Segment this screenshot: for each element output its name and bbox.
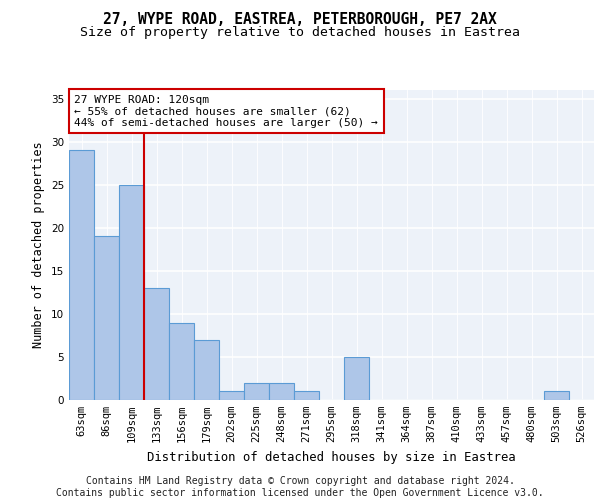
- Bar: [194, 340, 219, 400]
- Bar: [544, 392, 569, 400]
- Bar: [144, 288, 169, 400]
- Bar: [344, 357, 369, 400]
- Bar: [69, 150, 94, 400]
- Bar: [244, 383, 269, 400]
- Bar: [94, 236, 119, 400]
- Bar: [219, 392, 244, 400]
- Bar: [294, 392, 319, 400]
- Text: 27, WYPE ROAD, EASTREA, PETERBOROUGH, PE7 2AX: 27, WYPE ROAD, EASTREA, PETERBOROUGH, PE…: [103, 12, 497, 28]
- Bar: [119, 184, 144, 400]
- X-axis label: Distribution of detached houses by size in Eastrea: Distribution of detached houses by size …: [147, 450, 516, 464]
- Bar: [169, 322, 194, 400]
- Y-axis label: Number of detached properties: Number of detached properties: [32, 142, 46, 348]
- Text: 27 WYPE ROAD: 120sqm
← 55% of detached houses are smaller (62)
44% of semi-detac: 27 WYPE ROAD: 120sqm ← 55% of detached h…: [74, 94, 378, 128]
- Bar: [269, 383, 294, 400]
- Text: Size of property relative to detached houses in Eastrea: Size of property relative to detached ho…: [80, 26, 520, 39]
- Text: Contains HM Land Registry data © Crown copyright and database right 2024.
Contai: Contains HM Land Registry data © Crown c…: [56, 476, 544, 498]
